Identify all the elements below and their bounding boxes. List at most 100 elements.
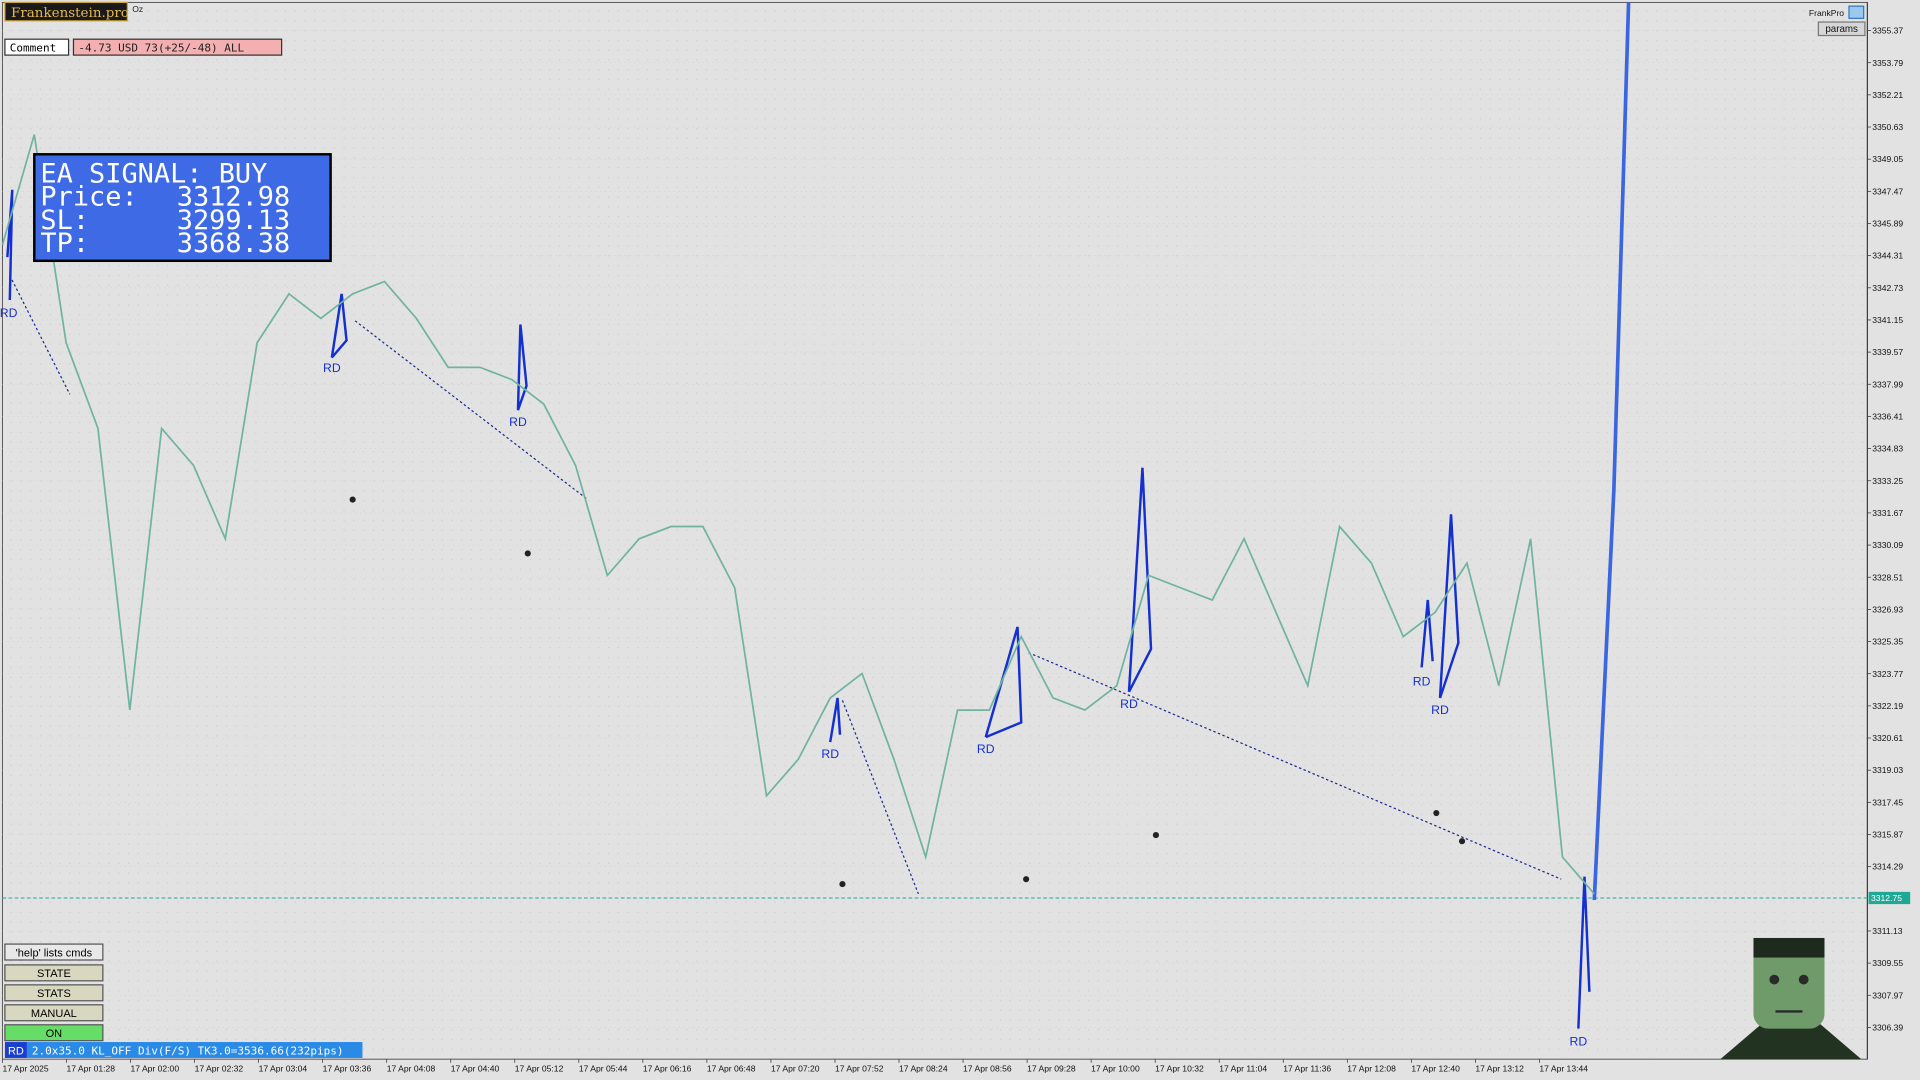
- x-tick-label: 17 Apr 08:24: [899, 1063, 948, 1073]
- control-button-label: ON: [46, 1028, 63, 1040]
- x-tick-label: 17 Apr 03:04: [259, 1063, 308, 1073]
- y-tick-label: 3355.37: [1872, 26, 1903, 36]
- y-tick-label: 3317.45: [1872, 797, 1903, 807]
- y-tick-label: 3306.39: [1872, 1022, 1903, 1032]
- rd-label: RD: [977, 742, 995, 756]
- help-text: 'help' lists cmds: [16, 947, 93, 959]
- y-tick-label: 3353.79: [1872, 58, 1903, 68]
- y-tick-label: 3325.35: [1872, 637, 1903, 647]
- rd-label: RD: [1431, 703, 1449, 717]
- rd-label: RD: [1413, 675, 1431, 689]
- x-tick-label: 17 Apr 12:40: [1411, 1063, 1460, 1073]
- y-tick-label: 3323.77: [1872, 669, 1903, 679]
- y-tick-label: 3342.73: [1872, 283, 1903, 293]
- y-tick-label: 3322.19: [1872, 701, 1903, 711]
- ea-signal-panel: [33, 153, 332, 263]
- y-tick-label: 3349.05: [1872, 154, 1903, 164]
- x-tick-label: 17 Apr 05:12: [515, 1063, 564, 1073]
- ea-row-value: 3299.13: [177, 205, 290, 236]
- y-tick-label: 3307.97: [1872, 990, 1903, 1000]
- indicator-overlay: [6, 2, 1631, 1029]
- x-tick-label: 17 Apr 04:08: [387, 1063, 436, 1073]
- y-tick-label: 3331.67: [1872, 508, 1903, 518]
- ea-signal-title: EA SIGNAL: BUY: [40, 158, 267, 189]
- status-bar: [26, 1042, 363, 1058]
- rd-label: RD: [1570, 1035, 1588, 1049]
- y-tick-label: 3320.61: [1872, 733, 1903, 743]
- rd-label: RD: [509, 415, 527, 429]
- x-tick-label: 17 Apr 03:36: [323, 1063, 372, 1073]
- signal-line: [1592, 2, 1631, 901]
- zigzag: [516, 324, 528, 411]
- x-tick-label: 17 Apr 10:00: [1091, 1063, 1140, 1073]
- status-text: 2.0x35.0 KL_OFF Div(F/S) TK3.0=3536.66(2…: [32, 1044, 344, 1057]
- control-button[interactable]: [4, 1004, 104, 1022]
- control-button[interactable]: [4, 964, 104, 982]
- y-tick-label: 3328.51: [1872, 572, 1903, 582]
- zigzag: [330, 293, 348, 359]
- x-tick-label: 17 Apr 11:04: [1219, 1063, 1267, 1073]
- zigzag: [1577, 876, 1591, 1029]
- rd-label: RD: [1120, 697, 1138, 711]
- status-tag-box: [4, 1042, 27, 1058]
- current-price-label: 3312.75: [1871, 893, 1902, 903]
- skull-icon: [1433, 810, 1440, 817]
- y-tick-label: 3330.09: [1872, 540, 1903, 550]
- control-button-label: STATE: [37, 968, 71, 980]
- params-label: params: [1825, 24, 1858, 35]
- x-tick-label: 17 Apr 12:08: [1347, 1063, 1396, 1073]
- ea-row-value: 3368.38: [177, 228, 290, 259]
- y-tick-label: 3315.87: [1872, 830, 1903, 840]
- brand-icon: [1848, 5, 1865, 19]
- control-button[interactable]: [4, 1024, 104, 1042]
- skull-icon: [1023, 876, 1030, 883]
- control-button-label: MANUAL: [31, 1008, 77, 1020]
- x-tick-label: 17 Apr 07:20: [771, 1063, 820, 1073]
- x-tick-label: 17 Apr 04:40: [451, 1063, 500, 1073]
- x-tick-label: 17 Apr 13:12: [1475, 1063, 1524, 1073]
- symbol-tag: Oz: [132, 4, 143, 14]
- y-tick-label: 3326.93: [1872, 604, 1903, 614]
- ea-row-label: TP:: [40, 228, 89, 259]
- x-tick-label: 17 Apr 11:36: [1283, 1063, 1331, 1073]
- ea-row-label: SL:: [40, 205, 89, 236]
- zigzag: [828, 697, 842, 743]
- y-tick-label: 3337.99: [1872, 379, 1903, 389]
- skull-icon: [1458, 838, 1466, 845]
- price-line: [1, 134, 1595, 895]
- control-button[interactable]: [4, 984, 104, 1002]
- x-tick-label: 17 Apr 07:52: [835, 1063, 884, 1073]
- y-tick-label: 3319.03: [1872, 765, 1903, 775]
- comment-label: Comment: [10, 41, 56, 54]
- x-tick-label: 17 Apr 06:48: [707, 1063, 756, 1073]
- zigzag: [1127, 467, 1153, 693]
- skull-icon: [524, 550, 531, 557]
- x-tick-label: 17 Apr 13:44: [1539, 1063, 1588, 1073]
- logo-box: [4, 1, 128, 22]
- x-tick-label: 17 Apr 2025: [2, 1063, 48, 1073]
- rd-label: RD: [0, 306, 18, 320]
- x-tick-label: 17 Apr 01:28: [66, 1063, 115, 1073]
- x-tick-label: 17 Apr 09:28: [1027, 1063, 1076, 1073]
- params-button[interactable]: [1817, 21, 1866, 37]
- rd-label: RD: [323, 361, 341, 375]
- price-series: [1, 134, 1595, 895]
- comment-box[interactable]: [4, 38, 70, 56]
- logo: Frankenstein.pro: [11, 6, 129, 21]
- skull-icon: [1152, 832, 1159, 839]
- current-price-tag: [1868, 891, 1911, 905]
- y-tick-label: 3336.41: [1872, 411, 1903, 421]
- ea-row-value: 3312.98: [177, 182, 290, 213]
- zigzag: [1438, 514, 1460, 699]
- rd-label: RD: [821, 747, 839, 761]
- skull-icon: [839, 881, 846, 888]
- y-tick-label: 3339.57: [1872, 347, 1903, 357]
- y-tick-label: 3334.83: [1872, 444, 1903, 454]
- mascot: [1720, 937, 1862, 1060]
- zigzag: [6, 189, 14, 301]
- help-box: [4, 943, 104, 961]
